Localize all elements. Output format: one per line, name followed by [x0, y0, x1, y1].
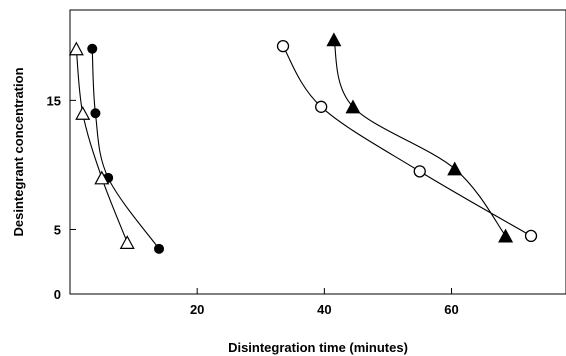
- series-2-point: [315, 100, 328, 113]
- series-1-point: [75, 106, 91, 120]
- fit-curves: [75, 39, 532, 250]
- y-tick-label: 0: [54, 287, 61, 302]
- series-2-point: [413, 165, 426, 178]
- plot-frame: [69, 9, 566, 295]
- y-tick-label: 5: [54, 222, 61, 237]
- series-3-point: [447, 161, 463, 176]
- x-axis-title: Disintegration time (minutes): [228, 340, 408, 355]
- axis-ticks: 20 40 60 0 5 15: [47, 93, 459, 317]
- series-2-point: [276, 39, 290, 53]
- series-1-curve: [75, 48, 128, 243]
- series-0-point: [154, 243, 165, 254]
- y-tick-label: 15: [47, 93, 61, 108]
- x-tick-label: 40: [317, 302, 331, 317]
- series-0-curve: [91, 48, 160, 250]
- series-3-curve: [333, 39, 507, 237]
- series-3-point: [345, 99, 361, 114]
- data-points: [68, 32, 538, 254]
- y-axis-title: Desintegrant concentration: [11, 67, 26, 236]
- series-3-point: [498, 228, 514, 243]
- series-1-point: [94, 170, 110, 185]
- x-tick-label: 60: [444, 302, 458, 317]
- series-3-point: [326, 32, 342, 47]
- series-1-point: [119, 235, 135, 249]
- series-2-point: [524, 229, 538, 243]
- series-1-point: [68, 41, 84, 56]
- series-2-curve: [282, 45, 532, 237]
- series-0-point: [90, 108, 101, 119]
- x-tick-label: 20: [190, 302, 204, 317]
- series-0-point: [87, 43, 98, 54]
